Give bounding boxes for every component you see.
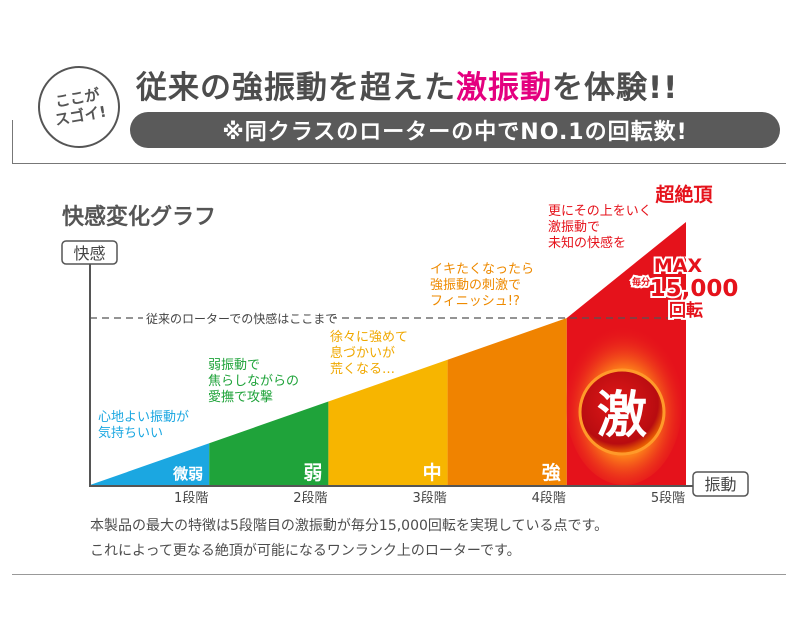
- bar-level-2: [209, 401, 329, 485]
- annotation-text: フィニッシュ!?: [430, 294, 520, 309]
- level-label: 弱: [303, 462, 322, 484]
- description-line: 本製品の最大の特徴は5段階目の激振動が毎分15,000回転を実現している点です。: [90, 518, 609, 534]
- annotation-text: 更にその上をいく: [548, 204, 652, 219]
- description-line: これによって更なる絶頂が可能になるワンランク上のローターです。: [90, 543, 521, 559]
- x-tick-label: 4段階: [532, 491, 566, 506]
- annotation-text: 激振動で: [548, 220, 600, 235]
- reference-label-bg: [143, 309, 333, 327]
- annotation-text: 心地よい振動が: [98, 410, 189, 425]
- rpm-value: 15,000: [650, 276, 739, 302]
- subheadline-bar: ※同クラスのローターの中でNO.1の回転数!: [130, 112, 780, 148]
- x-tick-label: 5段階: [651, 491, 685, 506]
- x-axis-label-box: [692, 471, 749, 497]
- fireball-circle: [578, 368, 666, 456]
- annotation-text: 弱振動で: [208, 358, 260, 373]
- rpm-unit: 回転: [669, 300, 703, 321]
- frame-line: [12, 120, 13, 164]
- level-label: 強: [542, 462, 561, 484]
- bar-level-4: [447, 318, 567, 485]
- headline-text: を体験!!: [552, 70, 679, 106]
- y-axis-label-box: [61, 240, 118, 265]
- divider: [12, 163, 786, 164]
- x-tick-label: 3段階: [412, 491, 446, 506]
- annotation-text: 未知の快感を: [548, 235, 626, 251]
- x-axis-label: 振動: [704, 475, 736, 494]
- annotation-text: イキたくなったら: [430, 262, 534, 277]
- reference-label: 従来のローターでの快感はここまで: [146, 311, 337, 326]
- annotation-text: 強振動の刺激で: [430, 278, 521, 293]
- annotation-text: 焦らしながらの: [208, 374, 299, 389]
- x-tick-label: 1段階: [174, 491, 208, 506]
- fire-emblem: [566, 325, 682, 485]
- level-label: 中: [423, 461, 442, 484]
- bar-level-1: [90, 443, 210, 485]
- bar-level-3: [328, 359, 448, 485]
- x-tick-label: 2段階: [293, 491, 327, 506]
- chart-title: 快感変化グラフ: [62, 204, 216, 230]
- headline-highlight: 激振動: [456, 70, 552, 106]
- headline-text: 従来の強振動を超えた: [136, 70, 456, 106]
- divider: [12, 574, 786, 575]
- annotation-text: 荒くなる…: [330, 362, 395, 377]
- subheadline: ※同クラスのローターの中でNO.1の回転数!: [222, 120, 688, 145]
- annotation-text: 息づかいが: [330, 345, 395, 361]
- annotation-text: 気持ちいい: [98, 425, 163, 441]
- level-label: 激: [597, 386, 647, 444]
- level-label: 微弱: [172, 465, 203, 483]
- annotation-text: 愛撫で攻撃: [208, 389, 273, 405]
- annotation-text: 徐々に強めて: [330, 330, 408, 345]
- headline: 従来の強振動を超えた激振動を体験!!: [136, 62, 678, 107]
- y-axis-label: 快感: [73, 244, 105, 263]
- peak-label: 超絶頂: [654, 183, 713, 206]
- max-label: MAX: [654, 255, 703, 277]
- per-minute-label: 毎分: [632, 276, 650, 288]
- rpm-callout: MAX 毎分 15,000 回転: [630, 253, 740, 323]
